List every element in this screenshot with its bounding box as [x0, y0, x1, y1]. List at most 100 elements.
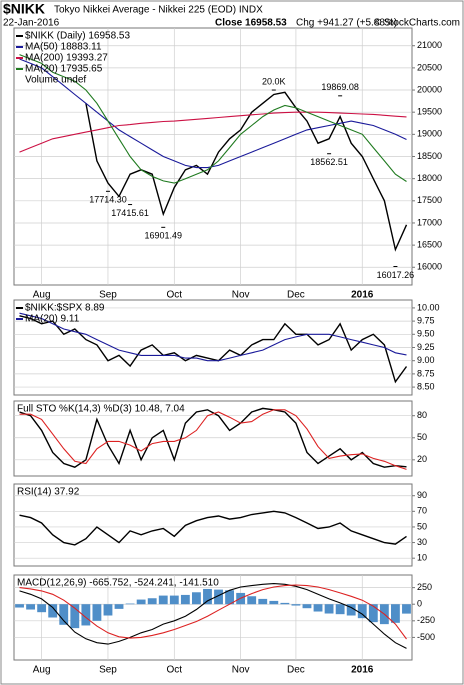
- histogram-bar: [291, 604, 301, 606]
- y-tick-label: 18500: [417, 151, 442, 161]
- y-tick-label: 9.75: [417, 315, 435, 325]
- histogram-bar: [81, 604, 91, 626]
- legend-entry: $NIKK (Daily) 16958.53: [25, 31, 130, 42]
- y-tick-label: 16500: [417, 239, 442, 249]
- annotation: 19869.08: [321, 82, 359, 92]
- x-tick-label: 2016: [351, 290, 374, 301]
- series-line: [85, 91, 408, 252]
- series-line: [19, 407, 407, 468]
- histogram-bar: [346, 604, 356, 616]
- histogram-bar: [302, 604, 312, 609]
- annotation: 16017.26: [377, 270, 415, 280]
- x-tick-label: Nov: [232, 290, 250, 301]
- histogram-bar: [103, 604, 113, 616]
- histogram-bar: [313, 604, 323, 612]
- series-line: [19, 58, 407, 169]
- histogram-bar: [335, 604, 345, 615]
- y-tick-label: 9.50: [417, 329, 435, 339]
- annotation: 17714.30: [89, 195, 127, 205]
- y-tick-label: 10: [417, 553, 427, 563]
- series-line: [19, 510, 407, 546]
- panel-title: Full STO %K(14,3) %D(3) 10.48, 7.04: [17, 404, 185, 415]
- histogram-bar: [114, 604, 124, 609]
- histogram-bar: [169, 595, 179, 605]
- symbol: $NIKK: [3, 1, 45, 17]
- y-tick-label: 9.00: [417, 355, 435, 365]
- histogram-bar: [48, 604, 58, 618]
- y-tick-label: 17000: [417, 217, 442, 227]
- series-line: [19, 583, 407, 649]
- close: Close 16958.53: [215, 18, 287, 29]
- y-tick-label: -500: [417, 632, 435, 642]
- y-tick-label: 16000: [417, 262, 442, 272]
- y-tick-label: 21000: [417, 40, 442, 50]
- panel-frame: [13, 483, 413, 567]
- histogram-bar: [324, 604, 334, 614]
- histogram-bar: [402, 604, 411, 614]
- histogram-bar: [258, 598, 268, 605]
- histogram-bar: [59, 604, 69, 625]
- histogram-bar: [92, 604, 102, 621]
- panel-title: RSI(14) 37.92: [17, 487, 80, 498]
- x-tick-label: Dec: [287, 290, 305, 301]
- series-line: [19, 584, 407, 640]
- legend-entry: $NIKK:$SPX 8.89: [25, 303, 105, 314]
- histogram-bar: [191, 592, 201, 605]
- y-tick-label: 19500: [417, 107, 442, 117]
- histogram-bar: [70, 604, 80, 629]
- y-tick-label: 8.50: [417, 381, 435, 391]
- legend-entry: MA(200) 19393.27: [25, 53, 108, 64]
- annotation: 16901.49: [144, 231, 182, 241]
- y-tick-label: 80: [417, 410, 427, 420]
- legend-entry: MA(20) 17935.65: [25, 64, 103, 75]
- histogram-bar: [225, 590, 235, 605]
- histogram-bar: [368, 604, 378, 623]
- x-tick-label: Aug: [33, 290, 51, 301]
- histogram-bar: [26, 604, 36, 610]
- credit: © StockCharts.com: [374, 18, 460, 29]
- y-tick-label: 8.75: [417, 368, 435, 378]
- histogram-bar: [15, 604, 24, 608]
- y-tick-label: 50: [417, 432, 427, 442]
- x-tick-label: Oct: [167, 290, 183, 301]
- panel-title: MACD(12,26,9) -665.752, -524.241, -141.5…: [17, 578, 219, 589]
- histogram-bar: [390, 604, 400, 623]
- y-tick-label: 19000: [417, 129, 442, 139]
- y-tick-label: 10.00: [417, 302, 440, 312]
- series-line: [19, 409, 407, 470]
- change: Chg +941.27 (+5.88%): [296, 18, 397, 29]
- x-tick-label: Dec: [287, 665, 305, 676]
- legend-entry: MA(20) 9.11: [25, 314, 80, 325]
- y-tick-label: 30: [417, 537, 427, 547]
- legend-entry: MA(50) 18883.11: [25, 42, 102, 53]
- series-line: [19, 312, 407, 362]
- annotation: 20.0K: [262, 76, 286, 86]
- y-tick-label: 70: [417, 506, 427, 516]
- date: 22-Jan-2016: [3, 18, 60, 29]
- annotation: 18562.51: [310, 157, 348, 167]
- histogram-bar: [269, 600, 279, 605]
- x-tick-label: Sep: [99, 665, 117, 676]
- histogram-bar: [147, 598, 157, 605]
- y-tick-label: 50: [417, 521, 427, 531]
- series-line: [19, 111, 407, 153]
- histogram-bar: [247, 596, 257, 605]
- histogram-bar: [203, 588, 212, 605]
- y-tick-label: 20000: [417, 84, 442, 94]
- y-tick-label: 0: [417, 599, 422, 609]
- series-line: [19, 54, 407, 184]
- x-tick-label: Aug: [33, 665, 51, 676]
- annotation: 17415.61: [111, 208, 149, 218]
- panel-frame: [13, 574, 413, 661]
- histogram-bar: [125, 603, 135, 605]
- y-tick-label: 250: [417, 582, 432, 592]
- histogram-bar: [37, 604, 47, 613]
- histogram-bar: [214, 589, 223, 605]
- y-tick-label: 17500: [417, 195, 442, 205]
- symbol-name: Tokyo Nikkei Average - Nikkei 225 (EOD) …: [54, 5, 263, 16]
- x-tick-label: Oct: [167, 665, 183, 676]
- histogram-bar: [136, 599, 146, 605]
- histogram-bar: [357, 604, 367, 619]
- y-tick-label: 90: [417, 490, 427, 500]
